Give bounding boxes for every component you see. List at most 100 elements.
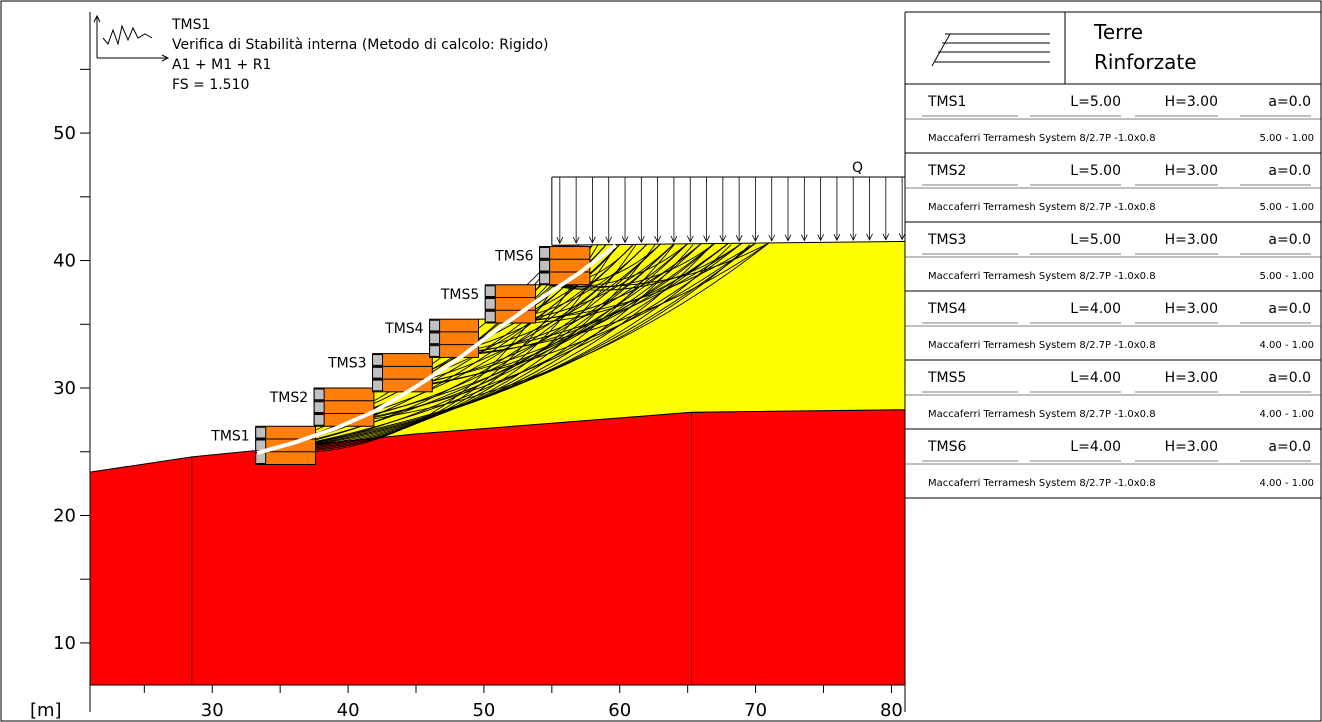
slip-surface: [539, 243, 716, 289]
x-tick-label: 30: [201, 700, 224, 721]
brand-line1: Terre: [1093, 20, 1143, 44]
wall-facing-block: [372, 366, 384, 379]
slip-surface: [258, 244, 751, 453]
panel-row-range: 4.00 - 1.00: [1260, 409, 1315, 420]
wall-facing-block: [484, 310, 496, 323]
panel-row-range: 4.00 - 1.00: [1260, 340, 1315, 351]
panel-row-name: TMS1: [927, 94, 966, 110]
slip-surface: [258, 244, 656, 453]
panel-row-height: H=3.00: [1165, 439, 1218, 455]
y-tick-label: 10: [53, 633, 76, 654]
panel-row-tms4: TMS4 L=4.00 H=3.00 a=0.0 Maccaferri Terrames…: [905, 301, 1321, 361]
panel-row-angle: a=0.0: [1268, 370, 1311, 386]
panel-row-tms2: TMS2 L=5.00 H=3.00 a=0.0 Maccaferri Terrames…: [905, 163, 1321, 223]
panel-row-angle: a=0.0: [1268, 439, 1311, 455]
wall-tms1: TMS1: [210, 425, 316, 465]
panel-row-name: TMS5: [927, 370, 966, 386]
panel-row-product: Maccaferri Terramesh System 8/2.7P -1.0x…: [928, 133, 1156, 144]
wall-facing-block: [429, 345, 441, 357]
load-arrow-head: [866, 233, 873, 241]
panel-row-tms5: TMS5 L=4.00 H=3.00 a=0.0 Maccaferri Terrames…: [905, 370, 1321, 430]
wall-facing-block: [539, 247, 551, 259]
load-arrow-head: [898, 233, 906, 241]
panel-row-tms1: TMS1 L=5.00 H=3.00 a=0.0 Maccaferri Terrames…: [905, 94, 1321, 154]
wall-facing-block: [313, 388, 325, 401]
wall-facing-block: [429, 319, 441, 332]
load-arrow-head: [768, 234, 776, 242]
panel-row-range: 5.00 - 1.00: [1260, 202, 1315, 213]
load-arrow-head: [800, 234, 808, 242]
load-arrow-head: [686, 235, 694, 243]
wall-facing-block: [313, 414, 325, 426]
panel-rows: TMS1 L=5.00 H=3.00 a=0.0 Maccaferri Terrames…: [905, 94, 1321, 499]
load-arrow-head: [605, 236, 613, 244]
info-title: TMS1: [171, 17, 210, 33]
panel-row-height: H=3.00: [1165, 163, 1218, 179]
wall-tms3: TMS3: [327, 353, 433, 393]
panel-row-product: Maccaferri Terramesh System 8/2.7P -1.0x…: [928, 271, 1156, 282]
load-arrow-head: [670, 235, 678, 243]
wall-facing-block: [429, 332, 441, 345]
load-arrow-head: [817, 234, 824, 242]
wall-facing-block: [255, 452, 267, 464]
panel-row-product: Maccaferri Terramesh System 8/2.7P -1.0x…: [928, 478, 1156, 489]
panel-row-tms3: TMS3 L=5.00 H=3.00 a=0.0 Maccaferri Terrames…: [905, 232, 1321, 292]
load-arrow-head: [637, 236, 645, 244]
slip-surface: [315, 242, 770, 427]
info-safety-factor: FS = 1.510: [172, 77, 249, 93]
wall-facing-block: [539, 259, 551, 272]
panel-row-product: Maccaferri Terramesh System 8/2.7P -1.0x…: [928, 340, 1156, 351]
panel-row-product: Maccaferri Terramesh System 8/2.7P -1.0x…: [928, 202, 1156, 213]
wall-facing-block: [484, 285, 496, 298]
y-tick-label: 30: [53, 378, 76, 399]
panel-row-height: H=3.00: [1165, 232, 1218, 248]
unit-label: [m]: [30, 700, 62, 721]
surcharge-load: [551, 176, 906, 246]
panel-row-length: L=5.00: [1070, 94, 1121, 110]
load-arrow-head: [833, 233, 841, 242]
panel-row-angle: a=0.0: [1268, 94, 1311, 110]
wall-label: TMS4: [384, 321, 424, 337]
panel-row-range: 4.00 - 1.00: [1260, 478, 1315, 489]
panel-row-height: H=3.00: [1165, 301, 1218, 317]
panel-row-range: 5.00 - 1.00: [1260, 271, 1315, 282]
load-arrow-head: [654, 235, 661, 244]
panel-row-name: TMS6: [927, 439, 967, 455]
load-arrow-head: [735, 235, 743, 243]
slip-surface: [258, 244, 637, 453]
x-ticks: 30 40 50 60 70 80: [143, 685, 903, 721]
brand-line2: Rinforzate: [1094, 50, 1197, 74]
wall-label: TMS2: [269, 390, 308, 406]
wall-tms5: TMS5: [440, 284, 537, 324]
panel-row-tms6: TMS6 L=4.00 H=3.00 a=0.0 Maccaferri Terrames…: [905, 439, 1321, 499]
load-arrow-head: [849, 233, 857, 241]
slip-surface: [258, 244, 675, 453]
x-tick-label: 70: [744, 700, 767, 721]
load-label: Q: [852, 160, 863, 176]
wall-tms6: TMS6: [494, 246, 591, 286]
panel-row-angle: a=0.0: [1268, 232, 1311, 248]
load-arrow-head: [572, 236, 580, 244]
wall-label: TMS3: [327, 356, 366, 372]
panel-row-height: H=3.00: [1165, 370, 1218, 386]
panel-row-product: Maccaferri Terramesh System 8/2.7P -1.0x…: [928, 409, 1156, 420]
x-tick-label: 50: [472, 700, 495, 721]
info-combination: A1 + M1 + R1: [172, 57, 271, 73]
panel-row-name: TMS3: [927, 232, 966, 248]
panel-row-name: TMS4: [927, 301, 967, 317]
x-tick-label: 60: [608, 700, 631, 721]
wall-facing-block: [372, 379, 384, 392]
load-arrow-head: [882, 233, 890, 241]
plot-area: TMS1 TMS2 TMS3 TMS4 TMS5 TMS6 Q: [89, 160, 906, 686]
panel-row-length: L=4.00: [1070, 439, 1121, 455]
panel-row-angle: a=0.0: [1268, 163, 1311, 179]
info-method: Verifica di Stabilità interna (Metodo di…: [172, 37, 549, 53]
load-arrow-head: [589, 236, 596, 244]
y-tick-label: 40: [53, 251, 76, 272]
reinforced-walls: TMS1 TMS2 TMS3 TMS4 TMS5 TMS6: [210, 246, 591, 465]
load-arrow-head: [621, 236, 629, 244]
load-arrow-head: [703, 235, 710, 243]
load-arrow-head: [752, 234, 759, 242]
